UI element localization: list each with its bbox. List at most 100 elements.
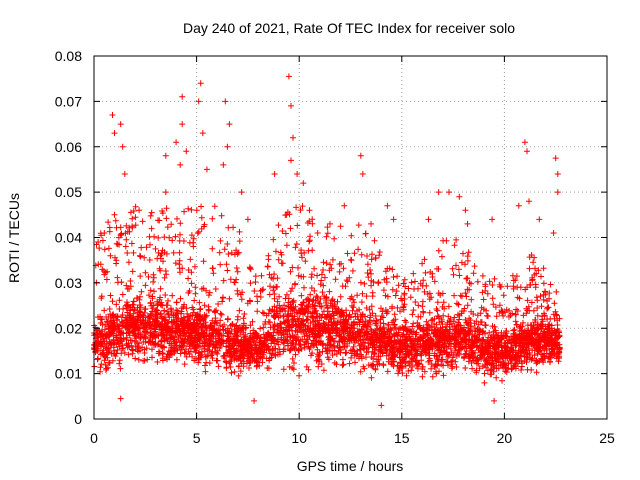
data-point xyxy=(541,354,548,361)
data-point xyxy=(549,336,556,343)
data-point xyxy=(116,306,123,312)
data-point xyxy=(450,271,457,278)
data-point xyxy=(171,340,178,347)
data-point xyxy=(137,309,144,315)
data-point xyxy=(319,311,326,318)
data-point xyxy=(547,281,554,288)
data-point xyxy=(376,249,383,255)
data-point xyxy=(433,370,440,377)
data-point xyxy=(280,313,287,320)
data-point xyxy=(491,275,498,282)
data-point xyxy=(359,313,365,320)
data-point xyxy=(232,323,239,330)
data-point xyxy=(217,338,224,345)
data-point xyxy=(192,290,199,297)
data-point xyxy=(300,273,307,280)
data-point xyxy=(331,347,338,354)
data-point xyxy=(462,261,468,268)
data-point xyxy=(464,275,471,282)
data-point xyxy=(320,367,327,374)
data-point xyxy=(368,270,374,277)
data-point xyxy=(281,305,287,312)
data-point xyxy=(325,356,332,363)
data-point xyxy=(314,230,321,236)
data-point xyxy=(242,333,249,340)
data-point xyxy=(123,236,130,243)
data-point xyxy=(339,283,346,290)
data-point xyxy=(380,331,387,338)
data-point xyxy=(446,352,452,359)
data-point xyxy=(260,331,267,338)
y-tick-label: 0.03 xyxy=(55,275,82,291)
data-point xyxy=(102,361,109,368)
data-point xyxy=(377,348,384,355)
data-point xyxy=(246,365,252,371)
data-point xyxy=(235,355,241,362)
data-point xyxy=(380,361,387,368)
data-point xyxy=(215,331,221,338)
data-point xyxy=(255,350,261,356)
data-point xyxy=(159,344,166,351)
data-point xyxy=(399,370,406,377)
data-point xyxy=(294,334,301,341)
data-point xyxy=(378,344,385,351)
data-point xyxy=(132,355,139,362)
data-point xyxy=(150,302,157,309)
data-point xyxy=(293,241,300,247)
data-point xyxy=(311,309,318,315)
data-point xyxy=(225,329,232,336)
data-point xyxy=(305,247,312,254)
data-point xyxy=(408,367,415,374)
data-point xyxy=(254,308,261,315)
data-point xyxy=(343,312,350,319)
data-point xyxy=(429,373,436,380)
data-point xyxy=(224,333,231,340)
data-point xyxy=(173,356,180,363)
data-point xyxy=(134,317,141,324)
data-point xyxy=(513,321,520,328)
x-tick-label: 15 xyxy=(394,430,410,446)
data-point xyxy=(274,275,281,282)
data-point xyxy=(284,338,291,345)
data-point xyxy=(521,353,528,360)
data-point xyxy=(117,121,124,128)
data-point xyxy=(395,329,402,336)
data-point xyxy=(457,326,464,333)
data-point xyxy=(161,307,168,314)
data-point xyxy=(435,189,442,196)
data-point xyxy=(440,341,447,348)
data-point xyxy=(403,372,410,379)
data-point xyxy=(99,332,106,339)
data-point xyxy=(285,319,292,325)
data-point xyxy=(329,304,336,310)
data-point xyxy=(318,361,325,367)
data-point xyxy=(134,347,141,353)
data-point xyxy=(311,287,318,294)
data-point xyxy=(119,291,126,298)
data-point xyxy=(203,166,210,173)
data-point xyxy=(533,357,539,364)
y-tick-label: 0.04 xyxy=(55,230,82,246)
data-point xyxy=(374,361,381,368)
data-point xyxy=(141,309,148,316)
data-point xyxy=(453,344,459,351)
data-point xyxy=(384,335,391,342)
data-point xyxy=(95,334,102,341)
data-point xyxy=(188,206,195,213)
data-point xyxy=(128,314,135,321)
data-point xyxy=(310,342,317,349)
data-point xyxy=(473,360,480,367)
data-point xyxy=(474,278,481,285)
data-point xyxy=(512,318,519,325)
data-point xyxy=(131,320,138,327)
data-point xyxy=(484,361,491,368)
data-point xyxy=(125,351,132,358)
data-point xyxy=(468,323,475,330)
data-point xyxy=(226,121,233,128)
data-point xyxy=(486,329,493,336)
data-point xyxy=(412,278,418,285)
data-point xyxy=(283,291,290,298)
data-point xyxy=(315,363,322,370)
data-point xyxy=(440,312,447,319)
data-point xyxy=(516,331,523,338)
